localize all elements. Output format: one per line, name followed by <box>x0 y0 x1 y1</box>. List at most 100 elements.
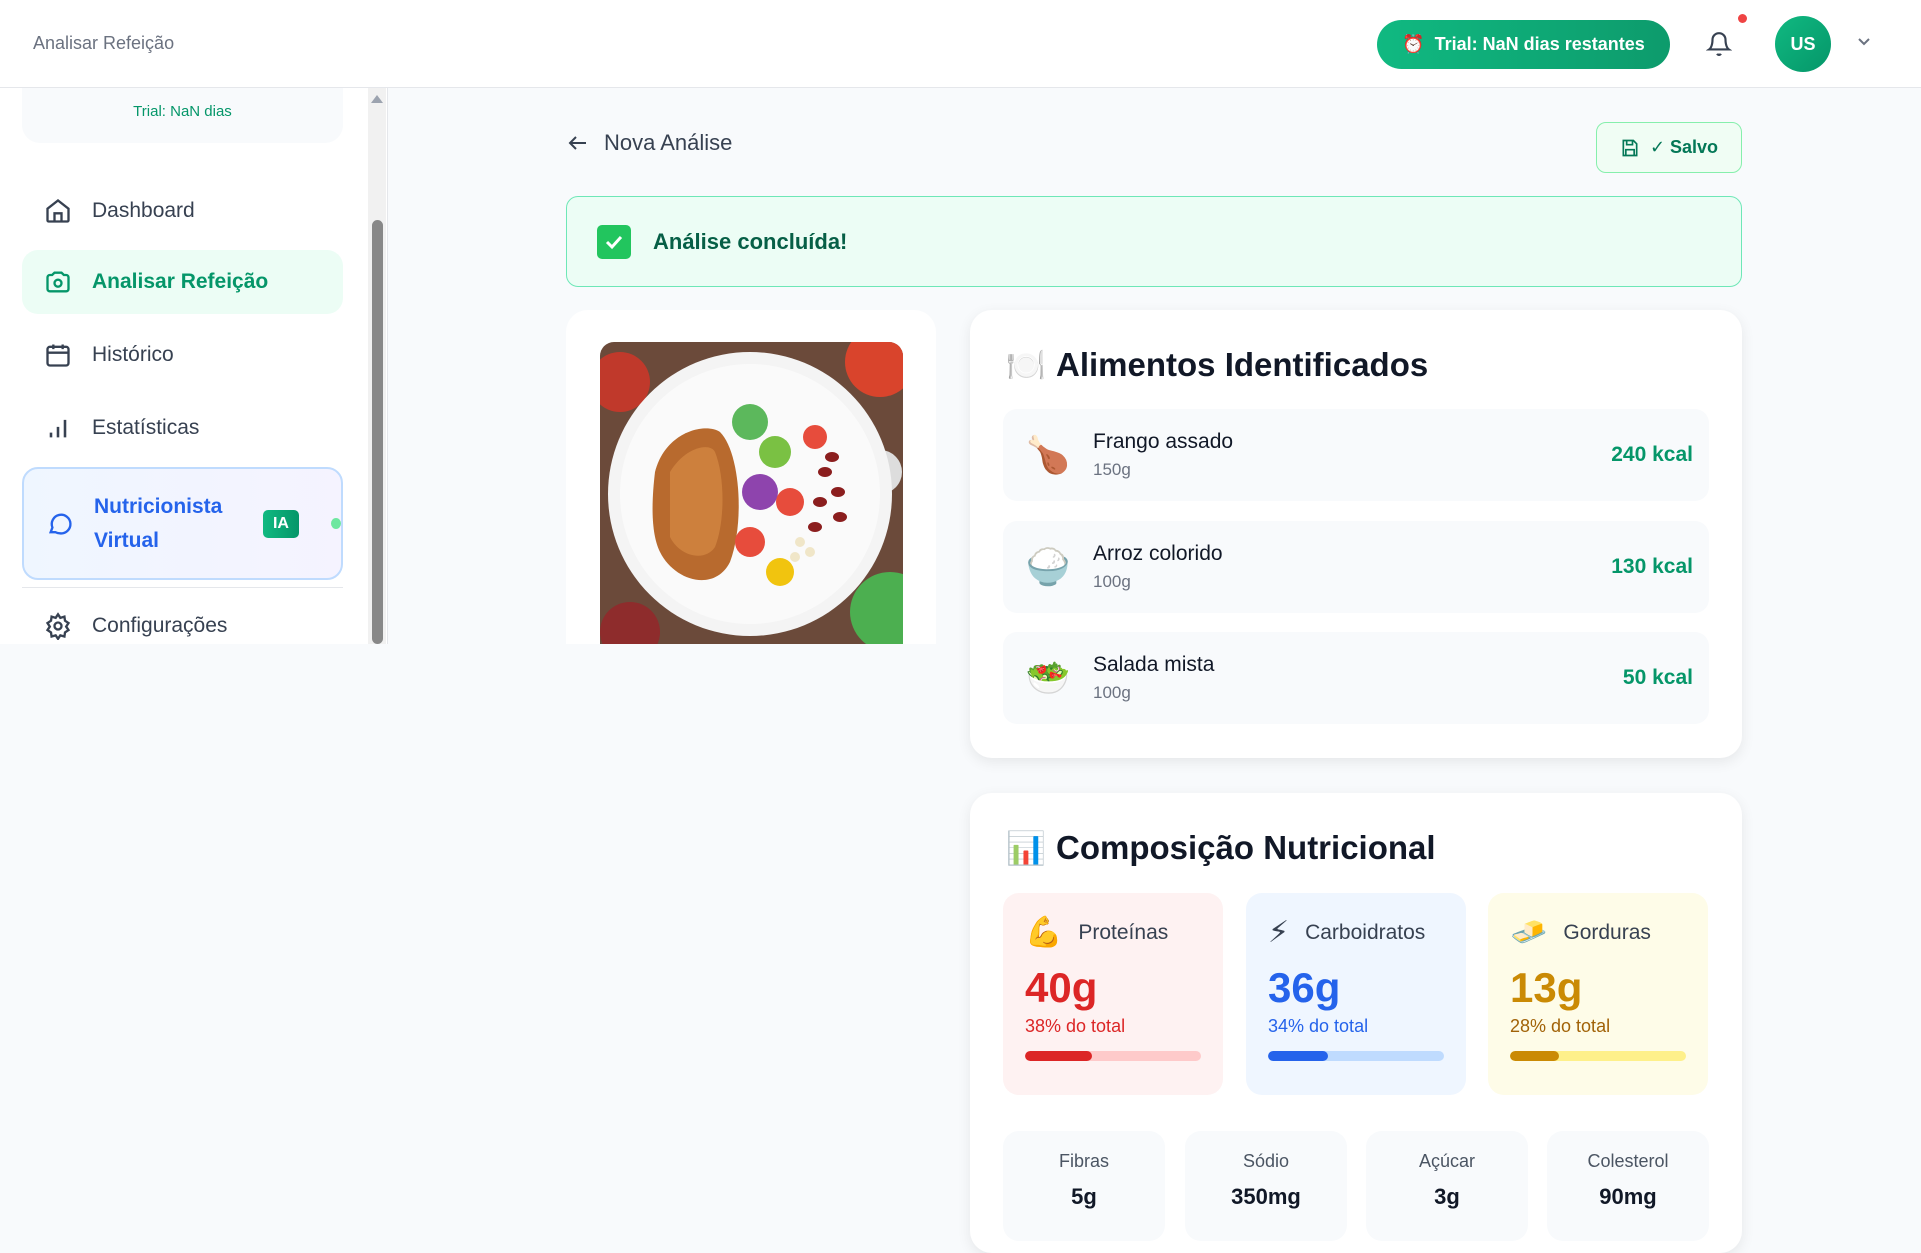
banner-text: Análise concluída! <box>653 228 848 254</box>
macro-value: 40g <box>1025 964 1098 1011</box>
composition-card: 📊 Composição Nutricional 💪 Proteínas 40g 3… <box>970 793 1742 1253</box>
micro-label: Colesterol <box>1587 1151 1669 1171</box>
micro-label: Sódio <box>1242 1151 1290 1171</box>
macro-progress <box>1268 1051 1444 1061</box>
foods-title-text: Alimentos Identificados <box>1056 346 1429 383</box>
food-qty: 100g <box>1093 683 1131 702</box>
bell-icon[interactable] <box>1706 30 1732 58</box>
back-label: Nova Análise <box>604 130 733 155</box>
micro-acucar: Açúcar 3g <box>1366 1131 1528 1241</box>
macro-value: 13g <box>1510 964 1583 1011</box>
camera-icon <box>46 271 70 293</box>
sidebar-item-label: Estatísticas <box>92 416 200 439</box>
micro-value: 90mg <box>1599 1184 1657 1209</box>
scrollbar-thumb[interactable] <box>372 220 383 644</box>
macro-pct: 34% do total <box>1268 1016 1369 1036</box>
ia-badge: IA <box>262 509 299 538</box>
sidebar-item-label: Configurações <box>92 614 228 637</box>
micro-label: Açúcar <box>1418 1151 1476 1171</box>
sidebar-item-analisar[interactable]: Analisar Refeição <box>22 250 343 314</box>
macro-progress <box>1510 1051 1686 1061</box>
food-item[interactable]: 🥗 Salada mista 100g 50 kcal <box>1003 632 1709 724</box>
check-icon <box>597 224 631 259</box>
food-kcal: 130 kcal <box>1611 555 1693 578</box>
food-qty: 100g <box>1093 572 1131 591</box>
food-name: Frango assado <box>1093 430 1234 453</box>
sidebar-item-estatisticas[interactable]: Estatísticas <box>22 396 343 460</box>
food-kcal: 50 kcal <box>1622 666 1693 689</box>
back-button[interactable]: Nova Análise <box>566 130 732 156</box>
micro-fibras: Fibras 5g <box>1003 1131 1165 1241</box>
scroll-up-arrow[interactable] <box>371 95 383 103</box>
macro-card-protein: 💪 Proteínas 40g 38% do total <box>1003 893 1223 1095</box>
foods-title: 🍽️ Alimentos Identificados <box>1006 346 1428 384</box>
chevron-down-icon[interactable] <box>1856 36 1872 48</box>
macro-progress <box>1025 1051 1201 1061</box>
calendar-icon <box>46 344 70 367</box>
lightning-icon: ⚡ <box>1268 916 1290 949</box>
sidebar-item-dashboard[interactable]: Dashboard <box>22 179 343 243</box>
meal-photo <box>600 342 903 644</box>
macro-label: Gorduras <box>1563 920 1651 944</box>
chart-icon: 📊 <box>1006 830 1046 866</box>
macro-progress-fill <box>1510 1051 1560 1061</box>
saved-label: ✓ Salvo <box>1649 137 1719 157</box>
micro-value: 350mg <box>1231 1184 1301 1209</box>
food-name: Salada mista <box>1093 653 1215 676</box>
notification-dot <box>1738 14 1747 23</box>
macro-pct: 38% do total <box>1025 1016 1126 1036</box>
home-icon <box>46 199 70 223</box>
salad-icon: 🥗 <box>1025 657 1071 698</box>
micro-label: Fibras <box>1058 1151 1109 1171</box>
sidebar-item-historico[interactable]: Histórico <box>22 323 343 387</box>
alarm-clock-icon: ⏰ <box>1402 34 1425 54</box>
food-item[interactable]: 🍗 Frango assado 150g 240 kcal <box>1003 409 1709 501</box>
sidebar-trial: Trial: NaN dias <box>22 88 343 143</box>
composition-title: 📊 Composição Nutricional <box>1006 829 1436 867</box>
muscle-icon: 💪 <box>1025 916 1063 949</box>
page-title: Analisar Refeição <box>33 33 175 53</box>
success-banner: Análise concluída! <box>566 196 1742 287</box>
avatar[interactable]: US <box>1775 16 1831 72</box>
sidebar: Trial: NaN dias Dashboard Analisar Refei… <box>0 88 388 644</box>
top-header: Analisar Refeição ⏰ Trial: NaN dias resta… <box>0 0 1921 88</box>
sidebar-item-label: Nutricionista Virtual <box>94 494 223 552</box>
sidebar-item-label: Histórico <box>92 343 174 366</box>
macro-value: 36g <box>1268 964 1341 1011</box>
macro-label: Carboidratos <box>1305 920 1426 944</box>
trial-label: Trial: NaN dias restantes <box>1434 34 1645 54</box>
save-icon <box>1622 139 1638 156</box>
trial-button[interactable]: ⏰ Trial: NaN dias restantes <box>1377 20 1670 69</box>
foods-card: 🍽️ Alimentos Identificados 🍗 Frango assado… <box>970 310 1742 758</box>
micro-colesterol: Colesterol 90mg <box>1547 1131 1709 1241</box>
micro-value: 5g <box>1071 1184 1097 1209</box>
macro-pct: 28% do total <box>1510 1016 1611 1036</box>
food-kcal: 240 kcal <box>1611 443 1693 466</box>
macro-card-carbs: ⚡ Carboidratos 36g 34% do total <box>1246 893 1466 1095</box>
gear-icon <box>45 612 71 640</box>
plate-icon: 🍽️ <box>1006 347 1046 383</box>
sidebar-item-label: Dashboard <box>92 199 195 222</box>
online-dot <box>330 518 341 529</box>
food-name: Arroz colorido <box>1093 542 1223 565</box>
divider <box>22 587 343 588</box>
micro-sodio: Sódio 350mg <box>1185 1131 1347 1241</box>
arrow-left-icon <box>568 136 586 150</box>
macro-label: Proteínas <box>1078 920 1169 944</box>
chat-icon <box>48 513 72 535</box>
food-item[interactable]: 🍚 Arroz colorido 100g 130 kcal <box>1003 521 1709 613</box>
composition-title-text: Composição Nutricional <box>1056 829 1436 866</box>
macro-progress-fill <box>1268 1051 1328 1061</box>
food-qty: 150g <box>1093 460 1131 479</box>
macro-progress-fill <box>1025 1051 1092 1061</box>
micro-value: 3g <box>1434 1184 1460 1209</box>
sidebar-item-nutricionista[interactable]: Nutricionista Virtual IA <box>22 467 343 580</box>
bar-chart-icon <box>49 419 67 438</box>
drumstick-icon: 🍗 <box>1025 434 1071 475</box>
macro-card-fat: 🧈 Gorduras 13g 28% do total <box>1488 893 1708 1095</box>
saved-button[interactable]: ✓ Salvo <box>1596 122 1742 173</box>
sidebar-item-label: Analisar Refeição <box>92 270 269 293</box>
butter-icon: 🧈 <box>1510 916 1548 949</box>
sidebar-item-configuracoes[interactable]: Configurações <box>22 594 343 644</box>
rice-icon: 🍚 <box>1025 546 1071 587</box>
